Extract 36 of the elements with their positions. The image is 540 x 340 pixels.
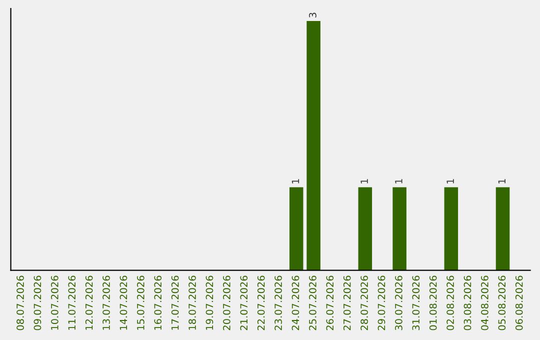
x-tick-label: 24.07.2026 [292,276,300,330]
x-tick-label: 17.07.2026 [171,276,179,330]
x-tick-label: 16.07.2026 [154,276,162,330]
x-tick-label: 29.07.2026 [378,276,386,330]
x-tick-label: 25.07.2026 [309,276,316,330]
x-tick-label: 11.07.2026 [68,276,76,330]
x-tick-label: 05.08.2026 [498,276,506,330]
data-label: 1 [360,179,368,184]
x-tick-label: 22.07.2026 [257,276,265,330]
x-tick-label: 15.07.2026 [136,276,144,330]
x-tick-label: 31.07.2026 [412,276,420,330]
x-tick-label: 03.08.2026 [464,276,472,330]
data-label: 3 [309,12,316,18]
x-tick-label: 04.08.2026 [481,276,488,330]
x-tick-label: 30.07.2026 [395,276,402,330]
x-tick-label: 28.07.2026 [360,276,368,330]
x-tick-label: 18.07.2026 [188,276,196,330]
x-tick-label: 12.07.2026 [85,276,93,330]
x-tick-label: 21.07.2026 [240,276,248,330]
data-label: 1 [446,179,454,184]
x-tick-label: 26.07.2026 [326,276,334,330]
x-tick-label: 14.07.2026 [120,276,128,330]
x-tick-label: 10.07.2026 [50,276,58,330]
x-tick-label: 02.08.2026 [446,276,454,330]
x-tick-label: 13.07.2026 [102,276,110,330]
x-tick-label: 08.07.2026 [16,276,24,330]
data-label: 1 [395,179,402,184]
x-tick-label: 27.07.2026 [343,276,351,330]
x-tick-label: 20.07.2026 [223,276,230,330]
x-tick-label: 06.08.2026 [515,276,523,330]
data-label: 1 [498,179,506,184]
x-tick-label: 01.08.2026 [429,276,437,330]
x-tick-label: 19.07.2026 [206,276,214,330]
data-label: 1 [292,179,300,184]
x-tick-label: 09.07.2026 [34,276,42,330]
x-tick-label: 23.07.2026 [274,276,282,330]
